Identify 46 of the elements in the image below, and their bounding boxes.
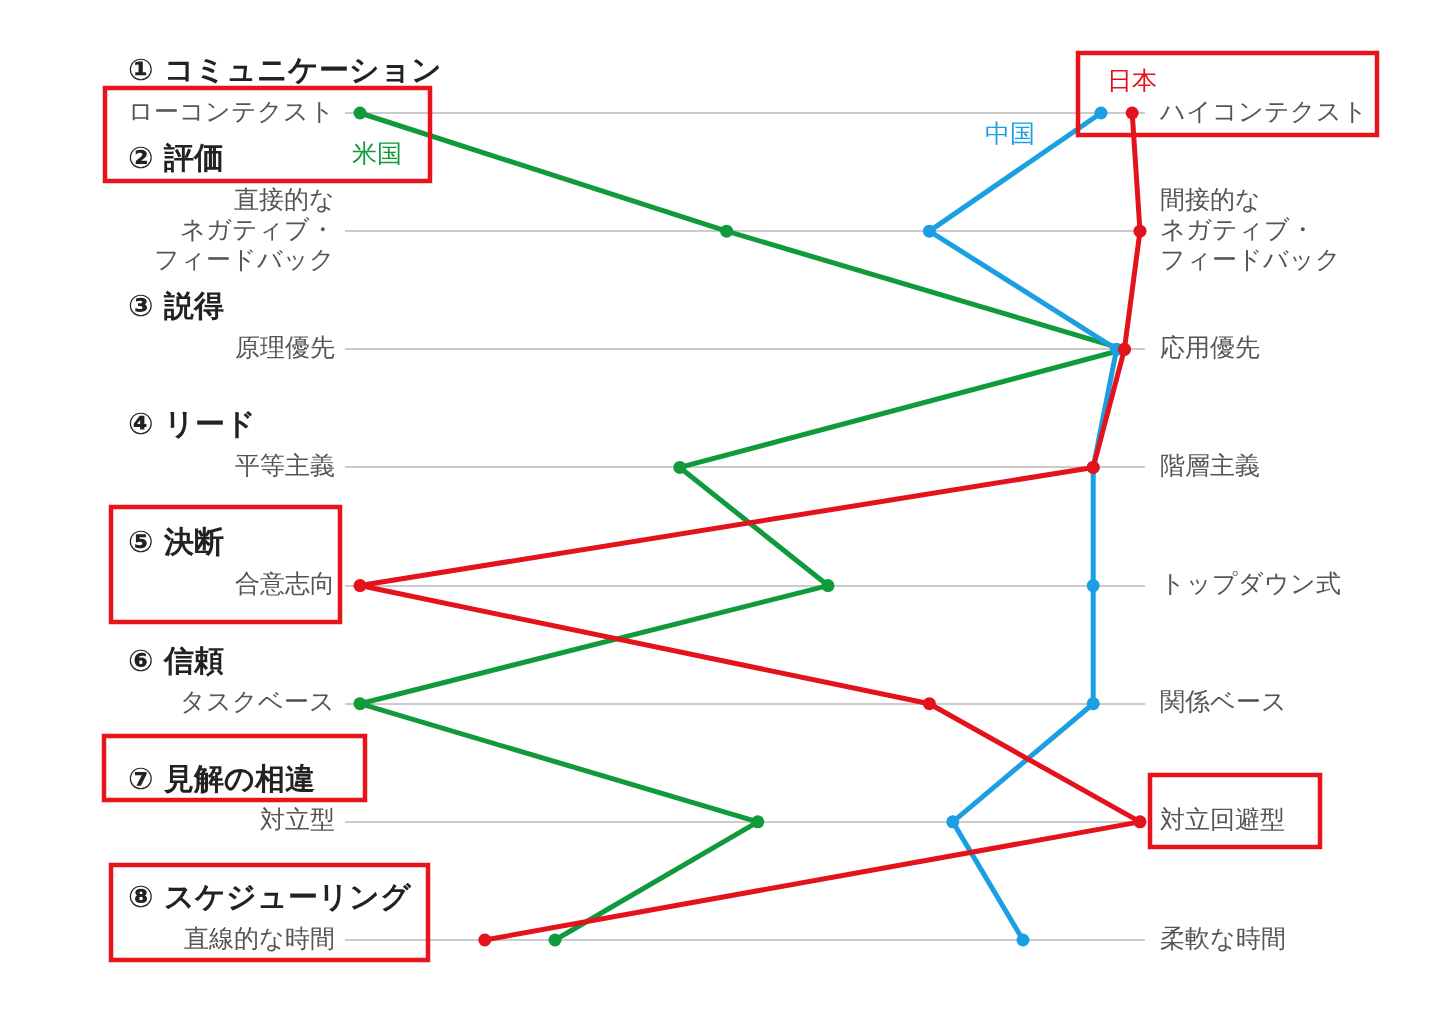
point	[478, 933, 492, 947]
y2-tick-label: 対立回避型	[1160, 805, 1285, 835]
point	[1133, 815, 1147, 829]
y2-tick-label: 関係ベース	[1160, 687, 1287, 717]
text: ③ 説得	[128, 288, 224, 324]
text: ⑤ 決断	[128, 524, 224, 560]
annotation: ⑧ スケジューリング	[128, 878, 412, 914]
y2-tick-label: 柔軟な時間	[1160, 923, 1286, 953]
point	[1094, 106, 1108, 120]
y2-tick-label: ハイコンテクスト	[1159, 96, 1368, 126]
point	[751, 815, 765, 829]
point	[922, 697, 936, 711]
text: ② 評価	[128, 139, 224, 175]
series-label: 日本	[1107, 65, 1158, 95]
point	[353, 697, 367, 711]
point	[946, 815, 960, 829]
annotation: ① コミュニケーション	[128, 51, 442, 87]
point	[353, 106, 367, 120]
text: ⑥ 信頼	[128, 642, 224, 678]
point	[1086, 697, 1100, 711]
y2-tick-label: 階層主義	[1160, 450, 1260, 480]
y2-tick-label: 間接的なネガティブ・フィードバック	[1160, 184, 1341, 274]
text: ④ リード	[128, 406, 256, 442]
point	[548, 933, 562, 947]
point	[1086, 579, 1100, 593]
point	[353, 579, 367, 593]
y2-tick-label: 応用優先	[1160, 332, 1260, 362]
y-tick-label: 直線的な時間	[184, 923, 335, 953]
y-tick-label: 合意志向	[235, 569, 335, 599]
y-tick-label: 直接的なネガティブ・フィードバック	[154, 184, 335, 274]
series-label: 中国	[985, 118, 1035, 148]
y-tick-label: タスクベース	[180, 687, 335, 717]
y-tick-label: 平等主義	[235, 450, 335, 480]
text: ⑦ 見解の相違	[128, 760, 315, 796]
point	[1125, 106, 1139, 120]
point	[720, 224, 734, 238]
point	[1016, 933, 1030, 947]
point	[673, 460, 687, 474]
series-label: 米国	[352, 138, 402, 168]
y-tick-label: 対立型	[260, 805, 335, 835]
y-tick-label: ローコンテクスト	[128, 96, 335, 126]
point	[821, 579, 835, 593]
point	[1133, 224, 1147, 238]
y-tick-label: 原理優先	[235, 332, 335, 362]
y2-tick-label: トップダウン式	[1160, 569, 1341, 599]
point	[922, 224, 936, 238]
